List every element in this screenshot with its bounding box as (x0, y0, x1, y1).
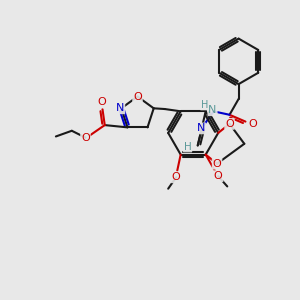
Text: N: N (208, 105, 217, 115)
Text: H: H (184, 142, 191, 152)
Text: N: N (197, 123, 205, 134)
Text: H: H (201, 100, 208, 110)
Text: O: O (97, 98, 106, 107)
Text: O: O (172, 172, 181, 182)
Text: O: O (81, 133, 90, 142)
Text: N: N (116, 103, 124, 113)
Text: O: O (133, 92, 142, 101)
Text: O: O (225, 119, 234, 129)
Text: O: O (214, 171, 223, 181)
Text: O: O (248, 119, 256, 129)
Text: O: O (213, 159, 221, 169)
